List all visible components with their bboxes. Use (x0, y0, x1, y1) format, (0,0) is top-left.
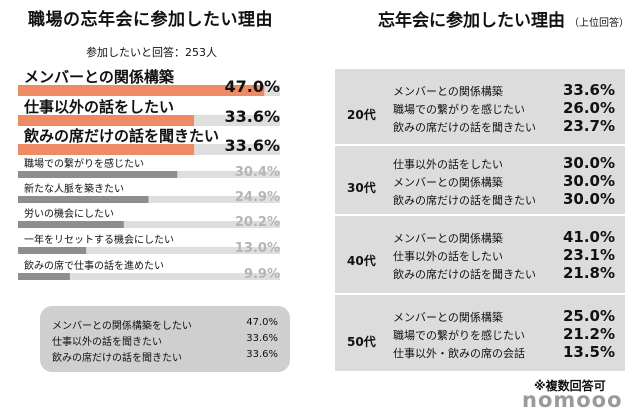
age-item-value: 30.0% (562, 190, 615, 208)
bar-track (18, 196, 280, 203)
age-item-value: 26.0% (562, 99, 615, 117)
age-item-label: メンバーとの関係構築 (393, 85, 503, 98)
age-item: 職場での繋がりを感じたい 26.0% (393, 99, 615, 117)
group-divider (335, 144, 625, 146)
age-item: メンバーとの関係構築 30.0% (393, 172, 615, 190)
group-divider (335, 214, 625, 216)
bar (18, 171, 178, 178)
bar-chart-svg: メンバーとの関係構築 47.0% 仕事以外の話をしたい 33.6% 飲みの席だけの話を聞… (18, 68, 280, 282)
bar-chart: メンバーとの関係構築 47.0% 仕事以外の話をしたい 33.6% 飲みの席だけの話を聞… (0, 0, 330, 300)
bar-category-label: 新たな人脈を築きたい (24, 182, 124, 195)
age-item-label: 職場での繋がりを感じたい (393, 103, 525, 116)
summary-row: メンバーとの関係構築をしたい 47.0% (52, 317, 278, 332)
age-item: 飲みの席だけの話を聞きたい 23.7% (393, 117, 615, 135)
age-table-title-note: （上位回答） (569, 18, 629, 29)
summary-box: メンバーとの関係構築をしたい 47.0% 仕事以外の話を聞きたい 33.6% 飲… (40, 306, 290, 372)
age-table-title: 忘年会に参加したい理由 （上位回答） (378, 6, 629, 31)
age-item-value: 25.0% (562, 307, 615, 325)
age-item: 仕事以外・飲みの席の会話 13.5% (393, 343, 615, 361)
age-label: 50代 (347, 335, 376, 349)
bar-value-label: 33.6% (224, 107, 280, 126)
age-item: メンバーとの関係構築 41.0% (393, 228, 615, 246)
age-item: 仕事以外の話をしたい 30.0% (393, 154, 615, 172)
age-item-value: 41.0% (562, 228, 615, 246)
multiple-answer-note: ※複数回答可 (534, 379, 606, 393)
age-item-label: 飲みの席だけの話を聞きたい (393, 268, 536, 281)
age-item-value: 23.7% (562, 117, 615, 135)
age-item-label: 仕事以外の話をしたい (393, 250, 503, 263)
age-item-label: メンバーとの関係構築 (393, 311, 503, 324)
age-item-value: 21.2% (562, 325, 615, 343)
age-item: 飲みの席だけの話を聞きたい 21.8% (393, 264, 615, 282)
brand-logo: nomooo (522, 388, 623, 412)
bar (18, 273, 70, 280)
age-item-value: 30.0% (562, 154, 615, 172)
age-item-label: 飲みの席だけの話を聞きたい (393, 194, 536, 207)
bar-category-label: 職場での繋がりを感じたい (24, 157, 144, 170)
bar-value-label: 9.9% (244, 267, 280, 282)
age-item: 飲みの席だけの話を聞きたい 30.0% (393, 190, 615, 208)
bar (18, 144, 195, 155)
age-label: 30代 (347, 181, 376, 195)
age-item-label: 仕事以外・飲みの席の会話 (393, 347, 525, 360)
bar-category-label: 労いの機会にしたい (24, 207, 114, 220)
bar (18, 221, 124, 228)
summary-label: メンバーとの関係構築をしたい (52, 321, 192, 332)
summary-row: 仕事以外の話を聞きたい 33.6% (52, 333, 278, 348)
summary-value: 47.0% (246, 317, 278, 328)
bar (18, 247, 87, 254)
age-item: 職場での繋がりを感じたい 21.2% (393, 325, 615, 343)
age-item-label: メンバーとの関係構築 (393, 176, 503, 189)
age-item-label: 職場での繋がりを感じたい (393, 329, 525, 342)
age-item-value: 30.0% (562, 172, 615, 190)
bar (18, 115, 195, 126)
age-item-label: 飲みの席だけの話を聞きたい (393, 121, 536, 134)
bar-track (18, 247, 280, 254)
summary-value: 33.6% (246, 349, 278, 360)
age-item-label: 仕事以外の話をしたい (393, 158, 503, 171)
age-item-value: 13.5% (562, 343, 615, 361)
age-item-value: 23.1% (562, 246, 615, 264)
respondent-count: 参加したいと回答：253人 (86, 46, 217, 59)
bar-track (18, 273, 280, 280)
age-label: 20代 (347, 108, 376, 122)
group-divider (335, 293, 625, 295)
bar-value-label: 30.4% (235, 165, 280, 180)
bar-category-label: 飲みの席だけの話を聞きたい (23, 127, 219, 145)
age-table-title-text: 忘年会に参加したい理由 (378, 11, 565, 31)
bar-category-label: 仕事以外の話をしたい (23, 98, 174, 116)
bar-track (18, 221, 280, 228)
age-item: 仕事以外の話をしたい 23.1% (393, 246, 615, 264)
bar-value-label: 33.6% (224, 136, 280, 155)
summary-label: 飲みの席だけの話を聞きたい (52, 353, 182, 364)
age-item-label: メンバーとの関係構築 (393, 232, 503, 245)
bar-value-label: 24.9% (235, 190, 280, 205)
age-label: 40代 (347, 254, 376, 268)
age-item: メンバーとの関係構築 25.0% (393, 307, 615, 325)
age-item-value: 33.6% (562, 81, 615, 99)
bar-value-label: 13.0% (235, 241, 280, 256)
age-item-value: 21.8% (562, 264, 615, 282)
bar (18, 196, 149, 203)
bar-category-label: メンバーとの関係構築 (24, 68, 175, 86)
bar (18, 85, 265, 96)
summary-row: 飲みの席だけの話を聞きたい 33.6% (52, 349, 278, 364)
bar-value-label: 47.0% (224, 77, 280, 96)
chart-title: 職場の忘年会に参加したい理由 (28, 10, 273, 30)
bar-category-label: 飲みの席で仕事の話を進めたい (24, 259, 164, 272)
age-group-panel: 20代 メンバーとの関係構築 33.6% 職場での繋がりを感じたい 26.0% 飲み… (335, 69, 625, 371)
summary-value: 33.6% (246, 333, 278, 344)
summary-label: 仕事以外の話を聞きたい (52, 337, 162, 348)
bar-value-label: 20.2% (235, 215, 280, 230)
bar-category-label: 一年をリセットする機会にしたい (24, 233, 174, 246)
age-item: メンバーとの関係構築 33.6% (393, 81, 615, 99)
